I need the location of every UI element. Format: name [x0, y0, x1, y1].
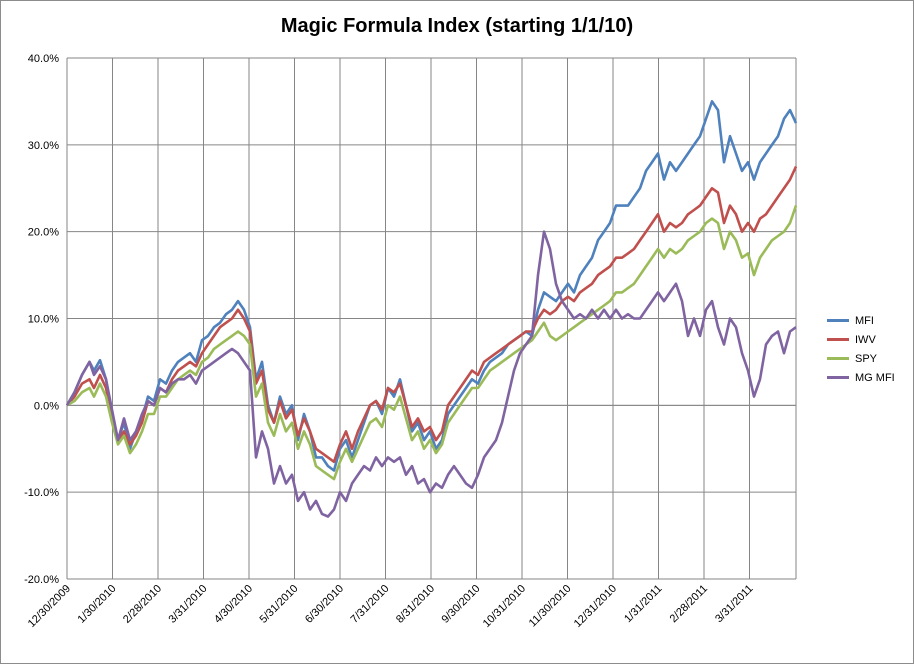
- series-line-mg-mfi: [65, 230, 797, 518]
- y-tick-label: 20.0%: [28, 227, 59, 239]
- legend-label: MFI: [855, 314, 874, 327]
- legend-item: MFI: [827, 311, 895, 330]
- y-tick-label: 40.0%: [28, 53, 59, 65]
- x-tick-label: 8/31/2010: [394, 583, 437, 626]
- x-tick-label: 7/31/2010: [349, 583, 392, 626]
- legend-item: IWV: [827, 330, 895, 349]
- y-tick-label: 30.0%: [28, 140, 59, 152]
- y-tick-label: -20.0%: [24, 574, 59, 586]
- y-tick-label: 0.0%: [34, 400, 59, 412]
- legend-item: SPY: [827, 349, 895, 368]
- legend-label: IWV: [855, 333, 876, 346]
- legend-item: MG MFI: [827, 368, 895, 387]
- x-tick-label: 10/31/2010: [481, 583, 528, 630]
- x-tick-label: 4/30/2010: [212, 583, 255, 626]
- x-tick-label: 12/30/2009: [26, 583, 73, 630]
- y-tick-label: 10.0%: [28, 314, 59, 326]
- x-tick-label: 12/31/2010: [572, 583, 619, 630]
- x-tick-label: 3/31/2011: [713, 583, 756, 626]
- legend-label: MG MFI: [855, 371, 895, 384]
- series-line-mfi: [65, 100, 798, 472]
- series-line-iwv: [66, 165, 798, 464]
- legend-swatch: [827, 338, 849, 341]
- x-tick-label: 11/30/2010: [527, 583, 574, 630]
- series-line-spy: [66, 205, 798, 481]
- x-tick-label: 1/30/2010: [76, 583, 119, 626]
- legend: MFI IWV SPY MG MFI: [827, 311, 895, 387]
- legend-swatch: [827, 319, 849, 322]
- x-tick-label: 2/28/2010: [121, 583, 164, 626]
- legend-label: SPY: [855, 352, 878, 365]
- x-tick-label: 5/31/2010: [258, 583, 301, 626]
- x-tick-label: 2/28/2011: [668, 583, 711, 626]
- x-tick-label: 3/31/2010: [167, 583, 210, 626]
- legend-swatch: [827, 357, 849, 360]
- x-tick-label: 6/30/2010: [303, 583, 346, 626]
- legend-swatch: [827, 376, 849, 379]
- x-tick-label: 1/31/2011: [622, 583, 665, 626]
- chart-title: Magic Formula Index (starting 1/1/10): [280, 15, 634, 37]
- y-tick-label: -10.0%: [24, 487, 59, 499]
- x-tick-label: 9/30/2010: [440, 583, 483, 626]
